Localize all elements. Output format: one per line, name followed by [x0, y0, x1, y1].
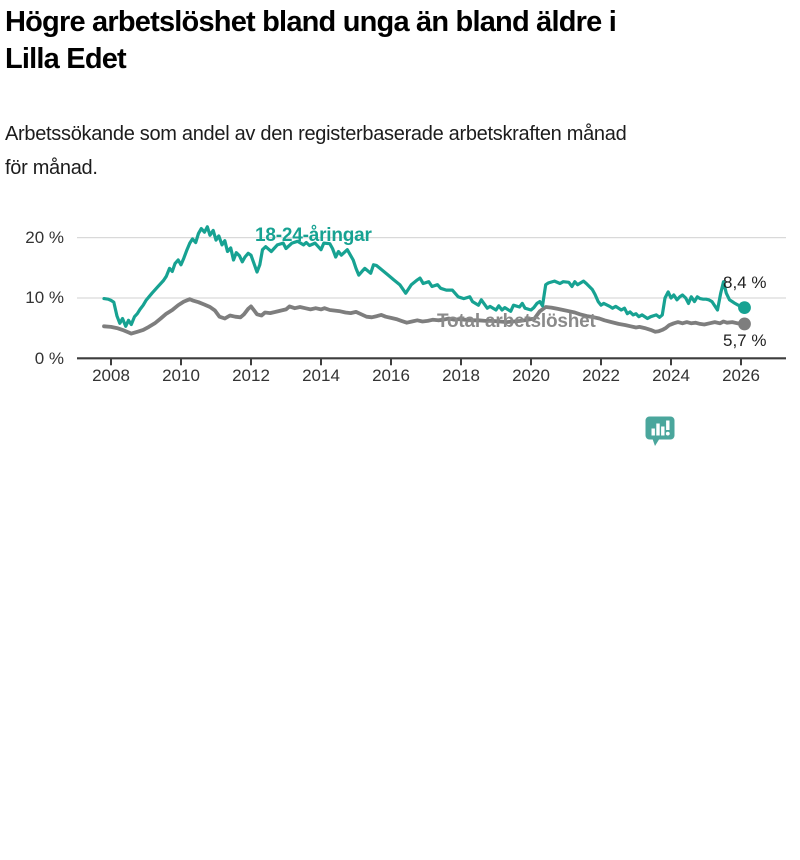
x-axis-label-2018: 2018 [442, 366, 480, 385]
page-title-line1: Högre arbetslöshet bland unga än bland ä… [5, 6, 617, 38]
series-line-youth [102, 225, 747, 328]
speech-bubble-shape [645, 416, 675, 446]
series-end-dot-youth [738, 301, 751, 315]
end-value-label-total: 5,7 % [723, 331, 767, 350]
page-subtitle-line1: Arbetssökande som andel av den registerb… [5, 123, 627, 145]
page-title: Högre arbetslöshet bland unga än bland ä… [5, 4, 785, 78]
y-axis-label-0: 0 % [34, 348, 64, 368]
line-chart [77, 225, 786, 366]
series-line-total [102, 297, 747, 336]
page-subtitle-line2: för månad. [5, 157, 98, 179]
x-axis-label-2022: 2022 [582, 366, 620, 385]
x-axis-label-2010: 2010 [162, 366, 200, 385]
x-axis-label-2020: 2020 [512, 366, 550, 385]
page-subtitle: Arbetssökande som andel av den registerb… [5, 117, 795, 185]
y-axis-label-10: 10 % [25, 288, 64, 308]
page-title-line2: Lilla Edet [5, 43, 127, 75]
x-axis-label-2014: 2014 [302, 366, 340, 385]
series-label-youth: 18-24-åringar [255, 225, 372, 246]
x-axis-label-2008: 2008 [92, 366, 130, 385]
series-label-total: Total arbetslöshet [437, 311, 596, 332]
end-value-label-youth: 8,4 % [723, 273, 767, 292]
y-axis-label-20: 20 % [25, 228, 64, 248]
x-axis-label-2012: 2012 [232, 366, 270, 385]
newsworthy-logo[interactable]: Newsworthy [641, 413, 796, 447]
x-axis-label-2016: 2016 [372, 366, 410, 385]
bar-3 [661, 426, 665, 436]
bar-1 [651, 428, 655, 436]
exclamation-dot [665, 431, 670, 436]
x-axis-label-2026: 2026 [722, 366, 760, 385]
exclamation-stem [666, 420, 670, 430]
x-axis-label-2024: 2024 [652, 366, 690, 385]
newsworthy-logo-icon [645, 416, 675, 446]
bar-2 [656, 423, 660, 436]
series-end-dot-total [738, 317, 751, 331]
